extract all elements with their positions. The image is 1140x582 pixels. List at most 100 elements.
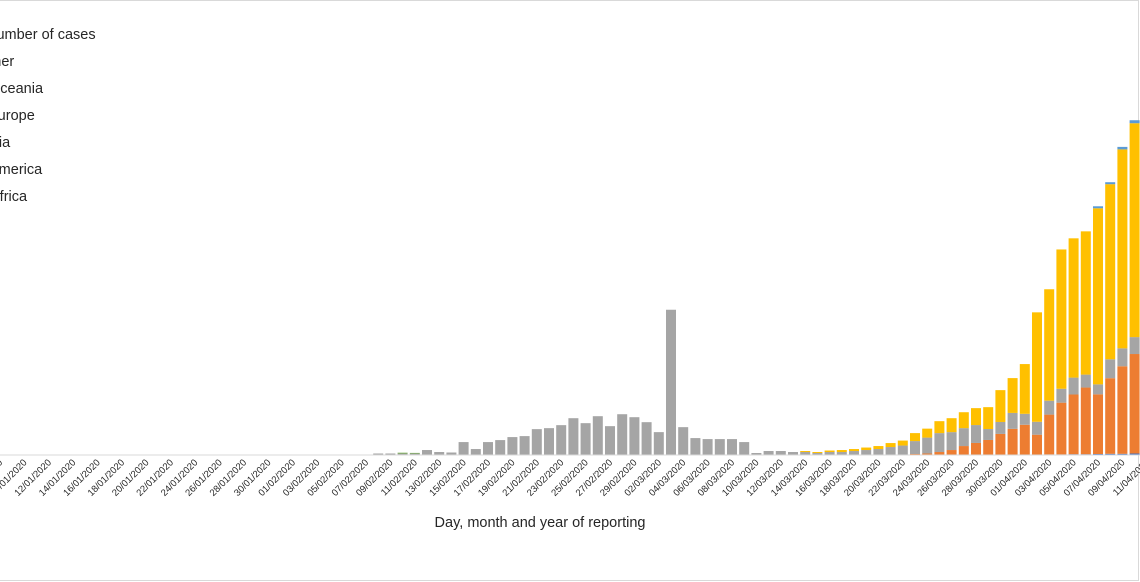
bar-europe-82 (995, 390, 1006, 422)
bar-asia-52 (629, 417, 640, 455)
legend-entry-africa: Africa (0, 189, 28, 205)
bar-asia-60 (727, 439, 737, 455)
bar-asia-42 (507, 437, 518, 455)
bar-asia-66 (800, 452, 811, 455)
bar-asia-54 (653, 432, 664, 455)
bar-asia-47 (568, 418, 579, 455)
bar-europe-81 (983, 407, 994, 430)
bar-oceania-92 (1117, 146, 1128, 150)
bar-america-78 (946, 450, 957, 455)
bar-africa-92 (1117, 453, 1128, 455)
bar-asia-32 (385, 453, 396, 455)
bar-asia-31 (373, 453, 384, 455)
bar-europe-90 (1093, 208, 1103, 385)
bar-asia-89 (1080, 374, 1091, 388)
bar-europe-74 (897, 440, 908, 446)
bar-europe-88 (1068, 238, 1079, 378)
bar-america-84 (1019, 424, 1030, 455)
bar-oceania-90 (1093, 206, 1103, 209)
bar-europe-79 (958, 412, 969, 429)
legend-entry-other: Other (0, 54, 15, 70)
bar-america-81 (983, 439, 994, 455)
bar-asia-51 (617, 414, 628, 455)
bar-asia-87 (1056, 388, 1067, 403)
bar-america-89 (1080, 387, 1091, 455)
legend-entry-asia: Asia (0, 135, 11, 151)
bar-europe-93 (1129, 123, 1140, 338)
bar-europe-68 (824, 450, 835, 453)
bar-asia-55 (666, 309, 676, 455)
x-axis-label: Day, month and year of reporting (434, 515, 646, 531)
bar-america-85 (1032, 434, 1042, 455)
bar-asia-35 (422, 450, 432, 455)
bar-america-83 (1007, 428, 1018, 455)
y-axis-label: Number of cases (0, 27, 96, 43)
bar-europe-77 (934, 421, 945, 434)
bar-asia-45 (544, 428, 554, 455)
bar-europe-86 (1044, 289, 1055, 401)
bar-asia-57 (690, 438, 701, 455)
bar-europe-70 (849, 449, 859, 452)
bar-america-88 (1068, 394, 1079, 455)
bar-asia-56 (678, 427, 689, 455)
bar-europe-75 (910, 433, 920, 442)
bar-america-80 (971, 442, 981, 455)
bar-asia-48 (580, 423, 591, 455)
bar-asia-40 (483, 442, 493, 455)
bar-oceania-93 (1129, 120, 1140, 124)
bar-america-93 (1129, 354, 1140, 454)
bar-asia-75 (910, 441, 920, 454)
bar-asia-38 (458, 442, 469, 455)
legend-entry-oceania: Oceania (0, 81, 44, 97)
bar-america-82 (995, 433, 1006, 455)
bar-asia-63 (763, 451, 774, 455)
bar-asia-79 (958, 428, 969, 447)
bar-europe-89 (1080, 231, 1091, 375)
bar-asia-69 (836, 452, 847, 455)
bar-america-92 (1117, 366, 1128, 454)
bar-europe-92 (1117, 149, 1128, 349)
bar-asia-77 (934, 433, 945, 453)
bar-asia-36 (434, 452, 445, 455)
bar-europe-69 (836, 450, 847, 453)
bar-asia-53 (641, 422, 652, 455)
bar-america-87 (1056, 402, 1067, 455)
bar-asia-68 (824, 452, 835, 455)
legend-entry-europe: Europe (0, 108, 35, 124)
bar-europe-73 (885, 443, 896, 448)
bar-america-79 (958, 446, 969, 455)
bar-asia-82 (995, 421, 1006, 434)
bar-europe-66 (800, 451, 811, 453)
bar-asia-58 (702, 439, 713, 455)
bar-asia-44 (531, 429, 542, 455)
bar-europe-72 (873, 446, 884, 450)
bar-asia-64 (775, 451, 786, 455)
bar-asia-49 (592, 416, 603, 455)
bar-europe-76 (922, 428, 933, 438)
bar-asia-88 (1068, 377, 1079, 395)
bar-asia-37 (446, 452, 457, 455)
x-tick-labels: 08/01/202010/01/202012/01/202014/01/2020… (0, 457, 1140, 498)
bar-asia-39 (470, 449, 481, 455)
bar-asia-74 (897, 445, 908, 455)
bar-asia-91 (1105, 359, 1116, 379)
bar-other-33 (397, 452, 408, 454)
bar-asia-85 (1032, 421, 1042, 435)
bar-europe-67 (812, 452, 823, 454)
bar-america-76 (922, 453, 933, 455)
bar-asia-43 (519, 436, 530, 455)
bar-asia-33 (397, 453, 408, 455)
bar-asia-76 (922, 437, 933, 454)
bar-america-90 (1093, 394, 1103, 454)
bar-asia-67 (812, 453, 823, 455)
bar-america-77 (934, 452, 945, 455)
bar-europe-91 (1105, 184, 1116, 360)
bar-asia-86 (1044, 400, 1055, 415)
bar-asia-90 (1093, 384, 1103, 395)
bar-asia-93 (1129, 337, 1140, 355)
bar-europe-71 (861, 447, 872, 451)
bar-asia-70 (849, 451, 859, 455)
bar-asia-72 (873, 449, 884, 455)
bar-other-34 (409, 452, 420, 454)
